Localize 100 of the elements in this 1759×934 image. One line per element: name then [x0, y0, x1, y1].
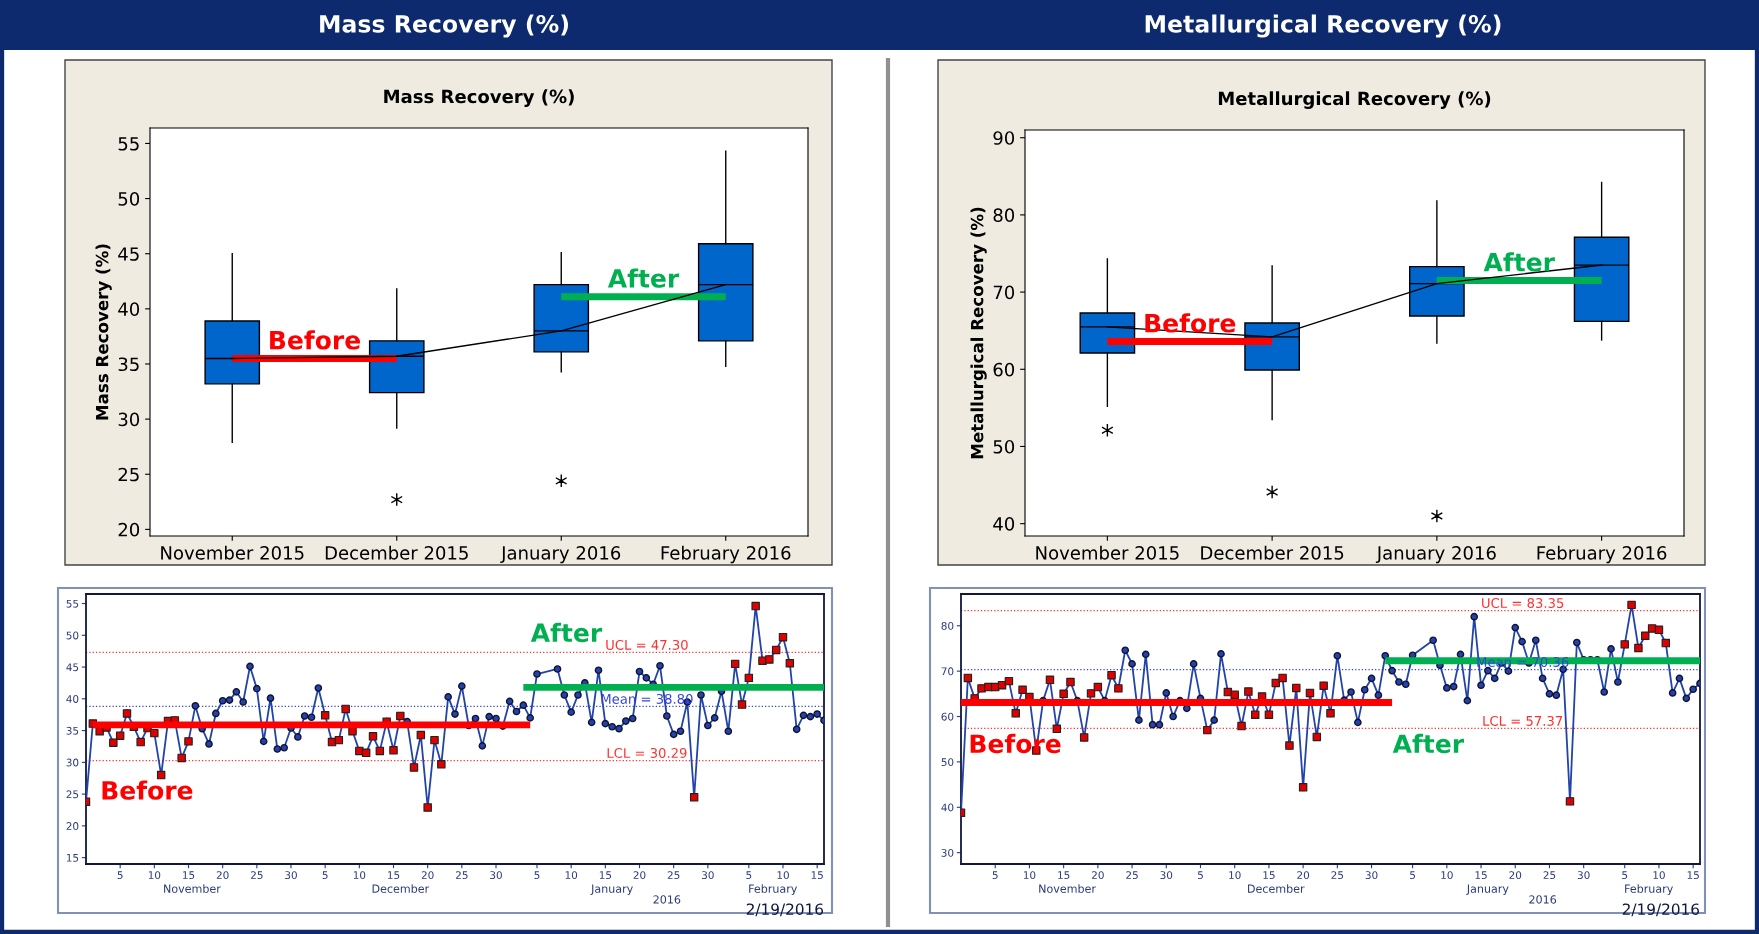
- x-tick-label: January 2016: [500, 546, 621, 564]
- y-tick-label: 45: [66, 663, 79, 672]
- ref-line-label: LCL = 30.29: [607, 747, 687, 758]
- x-tick-label: 15: [1687, 871, 1699, 880]
- x-tick-label: February 2016: [661, 545, 791, 564]
- y-tick-label: 35: [118, 357, 139, 372]
- y-tick-label: 40: [66, 695, 79, 703]
- ref-line-label: UCL = 47.30: [606, 639, 688, 650]
- x-tick-label: 25: [250, 871, 263, 880]
- x-tick-label: 10: [148, 871, 161, 880]
- x-tick-label: 25: [667, 871, 680, 880]
- y-tick-label: 30: [118, 412, 140, 427]
- x-tick-label: 25: [1331, 871, 1344, 880]
- series-label: After: [530, 622, 603, 643]
- y-tick-label: 55: [118, 137, 139, 151]
- text: Before: [102, 780, 193, 800]
- x-tick-label: December 2015: [1201, 545, 1344, 560]
- series-label: After: [607, 268, 680, 288]
- y-tick-label: 45: [118, 247, 139, 261]
- y-tick-label: 50: [993, 439, 1015, 454]
- y-tick-label: 30: [66, 758, 79, 767]
- x-tick-label: 20: [421, 871, 434, 880]
- y-tick-label: 40: [993, 517, 1015, 531]
- x-tick-label: 10: [1653, 871, 1665, 880]
- x-tick-label: 5: [322, 871, 328, 880]
- x-tick-label: 20: [1091, 871, 1104, 880]
- y-tick-label: 30: [941, 848, 954, 857]
- x-tick-label: 30: [1577, 871, 1590, 880]
- x-tick-label: 10: [1023, 871, 1036, 880]
- y-tick-label: 80: [941, 621, 954, 630]
- text: 2/19/2016: [1622, 903, 1700, 917]
- chart-title: Mass Recovery (%): [384, 89, 574, 107]
- text: February: [1625, 884, 1673, 895]
- x-tick-label: 10: [565, 871, 578, 880]
- x-tick-label: 20: [1297, 871, 1310, 880]
- x-tick-label: 20: [633, 871, 646, 880]
- x-tick-label: 15: [1475, 871, 1487, 880]
- y-tick-label: 40: [941, 803, 954, 812]
- y-tick-label: 50: [118, 192, 140, 206]
- x-tick-label: 10: [1441, 871, 1453, 880]
- x-tick-label: 5: [746, 871, 752, 880]
- text: Mass Recovery (%): [320, 14, 568, 38]
- text: November: [1039, 884, 1096, 893]
- ref-line-label: UCL = 83.35: [1482, 598, 1564, 609]
- x-tick-label: 5: [992, 871, 998, 880]
- text: December: [372, 884, 430, 893]
- chart-title: Metallurgical Recovery (%): [1218, 91, 1491, 109]
- text: January: [1466, 884, 1509, 895]
- y-tick-label: 90: [993, 131, 1015, 145]
- x-tick-label: 15: [388, 871, 400, 880]
- x-tick-label: 5: [1197, 871, 1203, 880]
- x-tick-label: 5: [117, 871, 123, 880]
- text: Metallurgical Recovery (%): [1145, 14, 1501, 38]
- x-tick-label: 25: [455, 871, 468, 880]
- x-tick-label: 5: [1622, 871, 1628, 880]
- y-tick-label: 60: [993, 362, 1015, 377]
- x-tick-label: 15: [1263, 871, 1275, 880]
- y-tick-label: 25: [66, 790, 79, 799]
- x-tick-label: 10: [777, 871, 789, 880]
- text: 2016: [653, 895, 681, 904]
- y-tick-label: 50: [941, 758, 954, 766]
- y-tick-label: 55: [66, 599, 79, 608]
- y-tick-label: 20: [118, 522, 140, 537]
- y-tick-label: 60: [941, 712, 954, 721]
- x-tick-label: 15: [183, 871, 195, 880]
- text: 2/19/2016: [746, 903, 824, 917]
- y-axis-title: Mass Recovery (%): [95, 244, 112, 420]
- x-tick-label: December 2015: [325, 545, 468, 560]
- x-tick-label: 30: [285, 871, 297, 880]
- x-tick-label: 20: [216, 871, 229, 880]
- x-tick-label: January 2016: [1375, 546, 1496, 564]
- series-label: Before: [1145, 313, 1236, 333]
- text: January: [590, 884, 633, 895]
- text: December: [1248, 884, 1305, 893]
- x-tick-label: 5: [1410, 871, 1416, 880]
- x-tick-label: 30: [1160, 871, 1173, 880]
- x-tick-label: 5: [534, 871, 540, 880]
- x-tick-label: 20: [1509, 871, 1522, 880]
- x-tick-label: 30: [1365, 871, 1378, 880]
- text: November: [164, 884, 221, 893]
- y-axis-title: Metallurgical Recovery (%): [970, 207, 987, 459]
- y-tick-label: 40: [118, 302, 140, 316]
- x-tick-label: 25: [1543, 871, 1556, 880]
- x-tick-label: 10: [1229, 871, 1241, 880]
- x-tick-label: 30: [702, 871, 714, 880]
- y-tick-label: 15: [66, 854, 79, 862]
- y-tick-label: 50: [66, 631, 79, 640]
- y-tick-label: 70: [941, 667, 954, 676]
- x-tick-label: 10: [353, 871, 366, 880]
- y-tick-label: 35: [66, 726, 79, 735]
- x-tick-label: November 2015: [1036, 545, 1179, 560]
- series-label: After: [1483, 252, 1555, 272]
- x-tick-label: 15: [1058, 871, 1070, 880]
- text: After: [1392, 733, 1465, 754]
- y-tick-label: 20: [66, 822, 79, 830]
- text: 2016: [1529, 895, 1557, 904]
- y-tick-label: 25: [118, 467, 139, 482]
- x-tick-label: 15: [599, 871, 612, 880]
- text: February: [749, 884, 798, 895]
- series-label: Before: [270, 330, 360, 350]
